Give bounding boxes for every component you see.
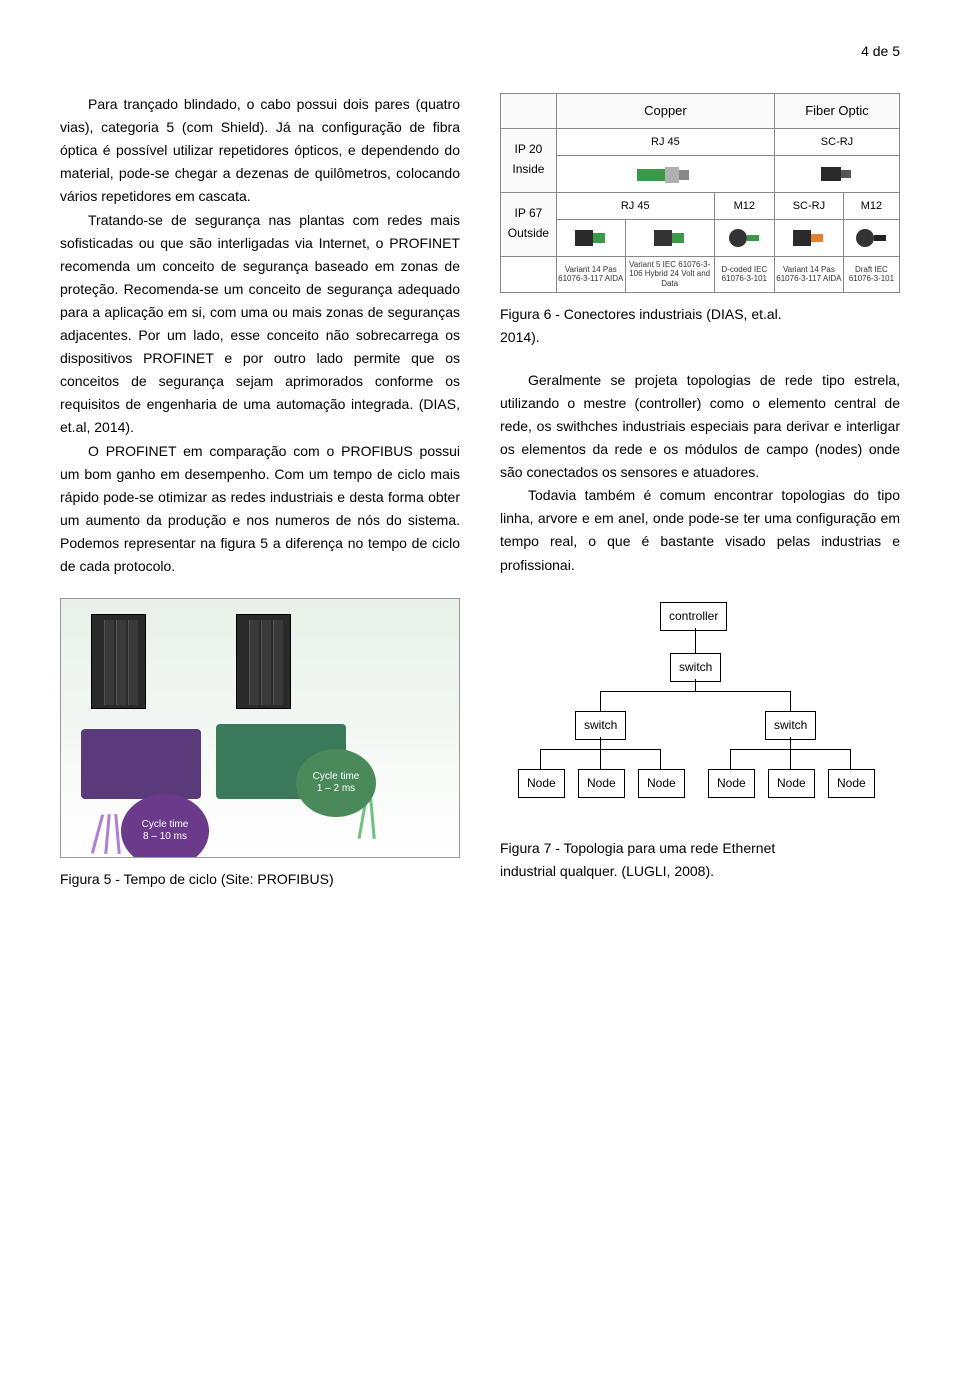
variant-label: Variant 14 Pas 61076-3-117 AIDA	[774, 256, 843, 292]
table-cell: M12	[843, 192, 899, 219]
figure-5-caption: Figura 5 - Tempo de ciclo (Site: PROFIBU…	[60, 868, 460, 891]
profibus-panel	[81, 729, 201, 799]
table-cell: RJ 45	[556, 128, 774, 155]
table-cell: SC-RJ	[774, 128, 899, 155]
body-paragraph: Geralmente se projeta topologias de rede…	[500, 369, 900, 484]
caption-line: 2014).	[500, 329, 540, 345]
table-cell: RJ 45	[556, 192, 714, 219]
cycle-time-bubble-profinet: Cycle time 1 – 2 ms	[296, 749, 376, 817]
figure-7-caption: Figura 7 - Topologia para uma rede Ether…	[500, 837, 900, 883]
body-paragraph: O PROFINET em comparação com o PROFIBUS …	[60, 440, 460, 579]
cycle-time-bubble-profibus: Cycle time 8 – 10 ms	[121, 794, 209, 858]
page-number: 4 de 5	[60, 40, 900, 63]
topology-controller: controller	[660, 602, 727, 632]
topology-node: Node	[708, 769, 755, 799]
scrj-ip67-connector-icon	[778, 222, 840, 254]
figure-5-cycle-time: Cycle time 8 – 10 ms Cycle time 1 – 2 ms	[60, 598, 460, 858]
topology-node: Node	[828, 769, 875, 799]
rj45-hybrid-connector-icon	[629, 222, 711, 254]
variant-label: Variant 5 IEC 61076-3-106 Hybrid 24 Volt…	[625, 256, 714, 292]
figure-6-caption: Figura 6 - Conectores industriais (DIAS,…	[500, 303, 900, 349]
table-row-label: IP 20 Inside	[501, 128, 557, 192]
figure-6-connector-table: Copper Fiber Optic IP 20 Inside RJ 45 SC…	[500, 93, 900, 293]
topology-node: Node	[578, 769, 625, 799]
caption-line: Figura 7 - Topologia para uma rede Ether…	[500, 840, 775, 856]
left-column: Para trançado blindado, o cabo possui do…	[60, 93, 460, 891]
topology-node: Node	[768, 769, 815, 799]
bubble-label: Cycle time	[313, 771, 360, 783]
rj45-connector-icon	[560, 158, 771, 190]
topology-node: Node	[638, 769, 685, 799]
table-header: Fiber Optic	[774, 94, 899, 128]
body-paragraph: Tratando-se de segurança nas plantas com…	[60, 209, 460, 440]
topology-node: Node	[518, 769, 565, 799]
scrj-connector-icon	[778, 158, 896, 190]
m12-connector-icon	[718, 222, 771, 254]
body-paragraph: Para trançado blindado, o cabo possui do…	[60, 93, 460, 208]
table-row-label: IP 67 Outside	[501, 192, 557, 256]
variant-label: D-coded IEC 61076-3-101	[714, 256, 774, 292]
bubble-value: 1 – 2 ms	[317, 783, 355, 795]
table-header: Copper	[556, 94, 774, 128]
caption-line: industrial qualquer. (LUGLI, 2008).	[500, 863, 714, 879]
m12-fiber-connector-icon	[847, 222, 896, 254]
two-column-layout: Para trançado blindado, o cabo possui do…	[60, 93, 900, 891]
variant-label: Variant 14 Pas 61076-3-117 AIDA	[556, 256, 625, 292]
rj45-ip67-connector-icon	[560, 222, 622, 254]
body-paragraph: Todavia também é comum encontrar topolog…	[500, 484, 900, 576]
figure-7-topology: controller switch switch switch	[500, 597, 900, 827]
bubble-label: Cycle time	[142, 819, 189, 831]
table-cell: M12	[714, 192, 774, 219]
bubble-value: 8 – 10 ms	[143, 831, 187, 843]
caption-line: Figura 6 - Conectores industriais (DIAS,…	[500, 306, 782, 322]
table-cell: SC-RJ	[774, 192, 843, 219]
right-column: Copper Fiber Optic IP 20 Inside RJ 45 SC…	[500, 93, 900, 891]
variant-label: Draft IEC 61076-3-101	[843, 256, 899, 292]
